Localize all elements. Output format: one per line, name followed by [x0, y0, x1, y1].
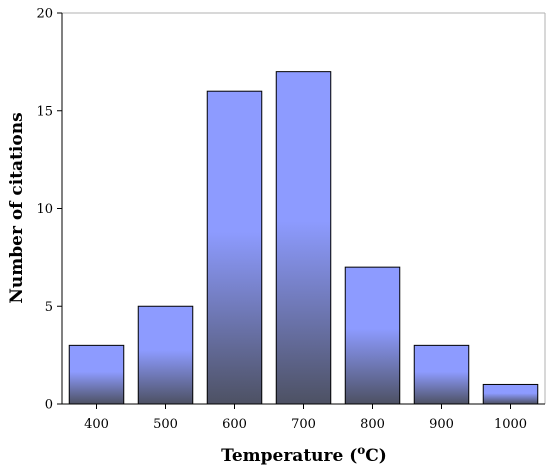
- y-tick-label-10: 10: [36, 202, 53, 217]
- y-tick-label-0: 0: [45, 398, 53, 413]
- x-tick-label-800: 800: [360, 417, 385, 432]
- x-axis: 400 500 600 700 800 900 1000: [62, 403, 545, 432]
- x-tick-label-1000: 1000: [494, 417, 527, 432]
- bar-400: [68, 344, 125, 405]
- x-tick-label-500: 500: [153, 417, 178, 432]
- bars-group: [68, 71, 539, 405]
- y-tick-label-15: 15: [36, 104, 53, 119]
- bar-700: [275, 71, 332, 405]
- bar-900: [413, 344, 470, 405]
- bar-1000: [482, 383, 539, 405]
- y-axis: 0 5 10 15 20: [36, 7, 63, 413]
- bar-600: [206, 90, 263, 405]
- y-axis-title: Number of citations: [7, 112, 27, 303]
- y-tick-label-5: 5: [45, 300, 53, 315]
- x-axis-title-superscript: o: [357, 443, 365, 457]
- y-tick-label-20: 20: [36, 7, 53, 22]
- x-axis-title-main: Temperature (: [221, 446, 357, 466]
- bar-500: [137, 305, 194, 405]
- x-tick-label-600: 600: [222, 417, 247, 432]
- bar-800: [344, 266, 401, 405]
- x-axis-title-suffix: C): [365, 446, 387, 466]
- x-tick-label-400: 400: [84, 417, 109, 432]
- x-axis-title: Temperature (oC): [221, 443, 387, 466]
- x-tick-label-700: 700: [291, 417, 316, 432]
- plot-frame: [62, 12, 546, 404]
- x-tick-label-900: 900: [429, 417, 454, 432]
